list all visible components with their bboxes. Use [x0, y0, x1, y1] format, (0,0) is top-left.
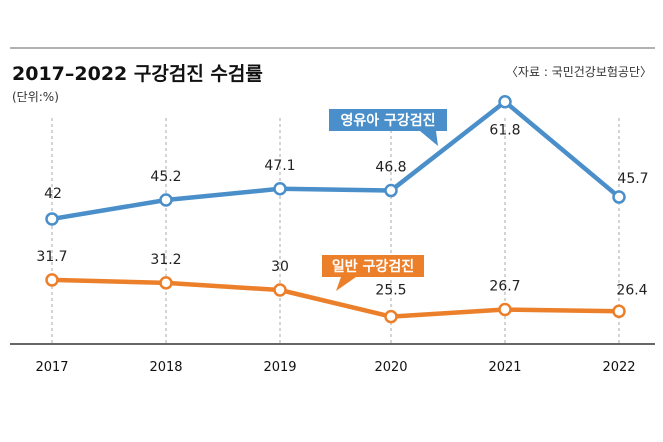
x-tick-label: 2017	[35, 360, 68, 375]
x-tick-label: 2021	[488, 360, 521, 375]
infant-series-point	[159, 193, 173, 207]
general-callout-bubble	[322, 255, 424, 291]
unit-label: (단위:%)	[12, 90, 59, 104]
infant-series-point	[45, 212, 59, 226]
general-callout-label: 일반 구강검진	[332, 258, 414, 275]
general-series-data-label: 26.7	[489, 279, 520, 295]
source-label: 〈자료 : 국민건강보험공단〉	[506, 65, 652, 79]
general-series: 31.7 31.2 30 25.5 26.7 26.4	[36, 249, 648, 324]
infant-series-data-label: 46.8	[375, 160, 406, 176]
x-tick-label: 2022	[602, 360, 635, 375]
infant-series-point	[384, 183, 398, 198]
x-tick-label: 2020	[374, 360, 407, 375]
general-series-point	[273, 283, 287, 297]
general-series-point	[45, 273, 59, 287]
general-series-callout: 일반 구강검진	[322, 255, 424, 291]
general-series-data-label: 31.7	[36, 249, 67, 265]
series-layer: 42 45.2 47.1 46.8 61.8 45.7 31.7 31.2 30 25.5 26.7…	[36, 94, 649, 324]
infant-callout-bubble	[329, 109, 447, 146]
infant-callout-label: 영유아 구강검진	[340, 112, 435, 129]
infant-series-data-label: 45.7	[617, 171, 648, 187]
general-series-line	[51, 277, 620, 319]
infant-series-data-label: 47.1	[264, 158, 295, 174]
general-series-point	[159, 276, 173, 290]
infant-series-data-label: 45.2	[150, 169, 181, 185]
general-series-point	[612, 304, 626, 319]
infant-series-callout: 영유아 구강검진	[329, 109, 447, 146]
general-series-data-label: 26.4	[616, 282, 647, 298]
infant-series-point	[498, 94, 512, 109]
general-series-data-label: 31.2	[150, 252, 181, 268]
infant-series-point	[612, 190, 626, 204]
infant-series-point	[273, 182, 287, 196]
general-series-data-label: 30	[271, 259, 289, 275]
infant-series: 42 45.2 47.1 46.8 61.8 45.7	[44, 94, 649, 226]
chart-title: 2017–2022 구강검진 수검률	[12, 63, 263, 85]
x-tick-label: 2018	[149, 360, 182, 375]
general-series-point	[498, 302, 512, 317]
infant-series-line	[51, 99, 621, 222]
x-tick-label: 2019	[263, 360, 296, 375]
general-series-point	[384, 309, 398, 324]
general-series-data-label: 25.5	[375, 283, 406, 299]
infant-series-data-label: 61.8	[489, 123, 520, 139]
x-tick-labels: 2017 2018 2019 2020 2021 2022	[35, 360, 635, 375]
infant-series-data-label: 42	[44, 186, 62, 202]
